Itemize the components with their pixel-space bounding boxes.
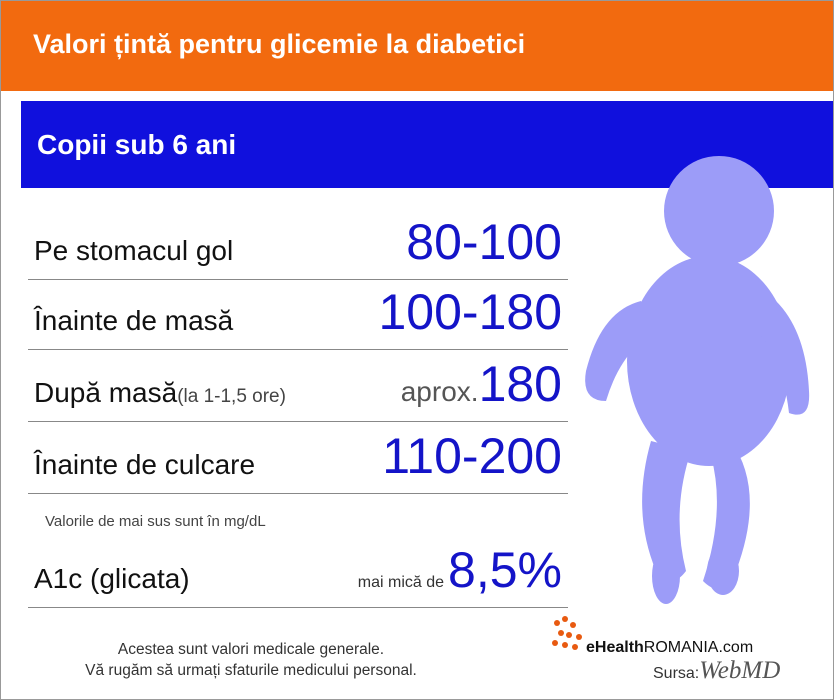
row-label-group: După masă(la 1-1,5 ore)	[34, 377, 286, 409]
row-label: A1c (glicata)	[34, 563, 190, 594]
row-value: 110-200	[382, 428, 562, 484]
row-value: 180	[478, 356, 562, 412]
footer-line: Vă rugăm să urmați sfaturile medicului p…	[85, 662, 417, 679]
row-label: Înainte de culcare	[34, 449, 256, 480]
row-value: 80-100	[406, 214, 562, 270]
row-prefix: mai mică de	[357, 574, 445, 591]
row-value-group: mai mică de8,5%	[358, 541, 562, 599]
row-label: Pe stomacul gol	[34, 235, 234, 266]
row: Înainte de masă 100-180	[28, 279, 568, 350]
row: Pe stomacul gol 80-100	[28, 209, 568, 280]
logo-icon	[552, 616, 582, 650]
source: Sursa:WebMD	[653, 657, 780, 685]
title: Valori țintă pentru glicemie la diabetic…	[33, 29, 526, 59]
row: A1c (glicata) mai mică de8,5%	[28, 537, 568, 608]
source-label: Sursa:	[653, 665, 700, 682]
header-band	[1, 1, 833, 91]
row-value-group: aprox.180	[401, 355, 562, 413]
row-note: (la 1-1,5 ore)	[177, 386, 286, 407]
row-label: După masă	[34, 377, 178, 408]
section-title: Copii sub 6 ani	[37, 129, 237, 160]
row-label: Înainte de masă	[34, 305, 234, 336]
source-name: WebMD	[699, 657, 781, 684]
footer: Acestea sunt valori medicale generale. V…	[41, 639, 461, 681]
units-note: Valorile de mai sus sunt în mg/dL	[45, 513, 266, 530]
baby-silhouette	[585, 156, 810, 604]
row-value: 8,5%	[448, 542, 562, 598]
logo-part: ROMANIA.com	[643, 639, 754, 656]
footer-line: Acestea sunt valori medicale generale.	[117, 641, 385, 658]
logo-part: eHealth	[586, 639, 644, 656]
logo: eHealthROMANIA.com	[586, 639, 753, 657]
row-value: 100-180	[378, 284, 563, 340]
row: Înainte de culcare 110-200	[28, 422, 568, 494]
row: După masă(la 1-1,5 ore) aprox.180	[28, 350, 568, 422]
row-prefix: aprox.	[400, 376, 479, 407]
